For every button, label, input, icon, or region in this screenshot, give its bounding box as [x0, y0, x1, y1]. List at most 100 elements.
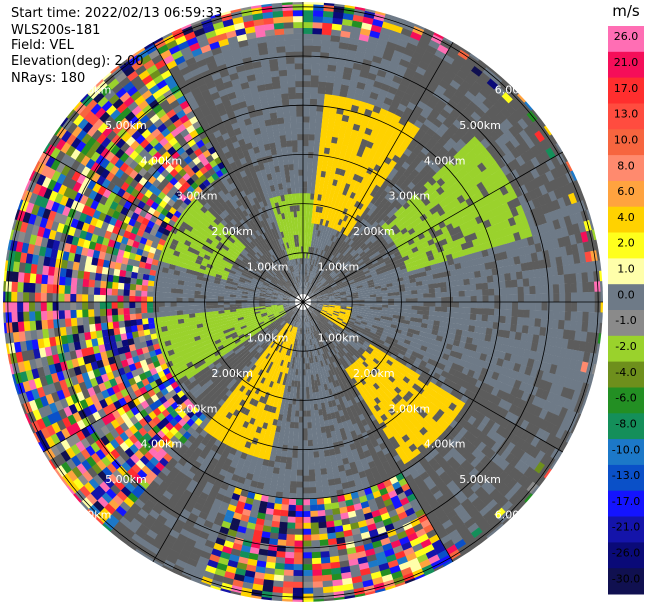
velocity-cell: [324, 258, 330, 265]
velocity-cell: [429, 302, 436, 307]
velocity-cell: [363, 247, 371, 254]
velocity-cell: [314, 229, 319, 237]
velocity-cell: [316, 427, 322, 434]
velocity-cell: [386, 210, 395, 219]
velocity-cell: [280, 504, 289, 511]
velocity-cell: [517, 309, 525, 318]
velocity-cell: [320, 224, 325, 232]
velocity-cell: [481, 314, 489, 322]
velocity-cell: [371, 143, 380, 152]
velocity-cell: [582, 302, 590, 313]
velocity-cell: [315, 281, 320, 287]
velocity-cell: [449, 175, 459, 185]
velocity-cell: [280, 456, 287, 464]
velocity-cell: [392, 49, 404, 59]
velocity-cell: [312, 259, 316, 266]
velocity-cell: [416, 100, 427, 110]
velocity-cell: [302, 440, 308, 447]
velocity-cell: [315, 181, 320, 189]
velocity-cell: [336, 137, 344, 145]
velocity-cell: [298, 410, 303, 417]
velocity-cell: [362, 89, 372, 98]
velocity-cell: [326, 76, 335, 84]
velocity-cell: [363, 172, 371, 180]
velocity-cell: [382, 304, 389, 308]
velocity-cell: [307, 252, 310, 259]
velocity-cell: [478, 127, 490, 139]
velocity-cell: [309, 104, 317, 112]
velocity-cell: [451, 280, 459, 287]
velocity-cell: [450, 133, 461, 144]
velocity-cell: [331, 94, 340, 102]
velocity-cell: [373, 164, 382, 173]
velocity-cell: [419, 123, 430, 133]
velocity-cell: [353, 93, 363, 102]
velocity-cell: [429, 297, 436, 303]
velocity-cell: [307, 289, 312, 296]
velocity-cell: [273, 574, 284, 582]
velocity-cell: [350, 198, 357, 206]
velocity-cell: [303, 116, 310, 123]
velocity-cell: [306, 193, 311, 200]
velocity-cell: [327, 159, 334, 167]
velocity-cell: [339, 206, 345, 214]
velocity-cell: [396, 38, 409, 48]
velocity-cell: [515, 106, 527, 119]
velocity-cell: [326, 183, 333, 191]
velocity-cell: [303, 204, 307, 211]
velocity-cell: [302, 457, 309, 465]
velocity-cell: [388, 195, 396, 204]
velocity-cell: [355, 230, 362, 237]
velocity-cell: [311, 39, 322, 47]
velocity-cell: [303, 252, 305, 259]
velocity-cell: [302, 487, 310, 494]
velocity-cell: [377, 194, 385, 203]
velocity-cell: [399, 58, 410, 68]
velocity-cell: [333, 173, 340, 181]
velocity-cell: [335, 252, 342, 259]
velocity-cell: [494, 85, 507, 97]
velocity-cell: [440, 59, 452, 70]
velocity-cell: [322, 22, 333, 30]
velocity-cell: [412, 71, 424, 81]
velocity-cell: [504, 103, 516, 115]
velocity-cell: [450, 274, 458, 282]
velocity-cell: [498, 322, 506, 331]
velocity-cell: [304, 257, 307, 265]
velocity-cell: [571, 302, 578, 312]
velocity-cell: [320, 51, 330, 59]
velocity-cell: [307, 434, 313, 441]
velocity-cell: [279, 521, 288, 529]
velocity-cell: [308, 290, 313, 296]
velocity-cell: [306, 210, 310, 218]
velocity-cell: [449, 109, 461, 120]
velocity-cell: [557, 274, 565, 285]
velocity-cell: [476, 152, 487, 163]
velocity-cell: [312, 16, 324, 23]
velocity-cell: [415, 142, 425, 152]
velocity-cell: [311, 277, 315, 284]
velocity-cell: [305, 369, 309, 376]
velocity-cell: [320, 194, 326, 202]
velocity-cell: [404, 134, 414, 144]
velocity-cell: [298, 434, 303, 441]
velocity-cell: [320, 278, 326, 284]
velocity-cell: [423, 104, 434, 115]
velocity-cell: [320, 256, 325, 263]
velocity-cell: [330, 166, 337, 174]
velocity-cell: [422, 90, 433, 100]
velocity-cell: [413, 105, 424, 115]
velocity-cell: [296, 469, 303, 476]
velocity-cell: [306, 398, 311, 406]
velocity-cell: [446, 84, 458, 95]
velocity-cell: [571, 292, 578, 303]
velocity-cell: [343, 133, 352, 141]
velocity-cell: [389, 214, 398, 222]
velocity-cell: [351, 250, 358, 257]
velocity-cell: [284, 551, 295, 559]
velocity-cell: [272, 509, 282, 517]
velocity-cell: [342, 12, 354, 21]
velocity-cell: [286, 451, 293, 458]
velocity-cell: [394, 108, 405, 118]
velocity-cell: [435, 306, 442, 312]
